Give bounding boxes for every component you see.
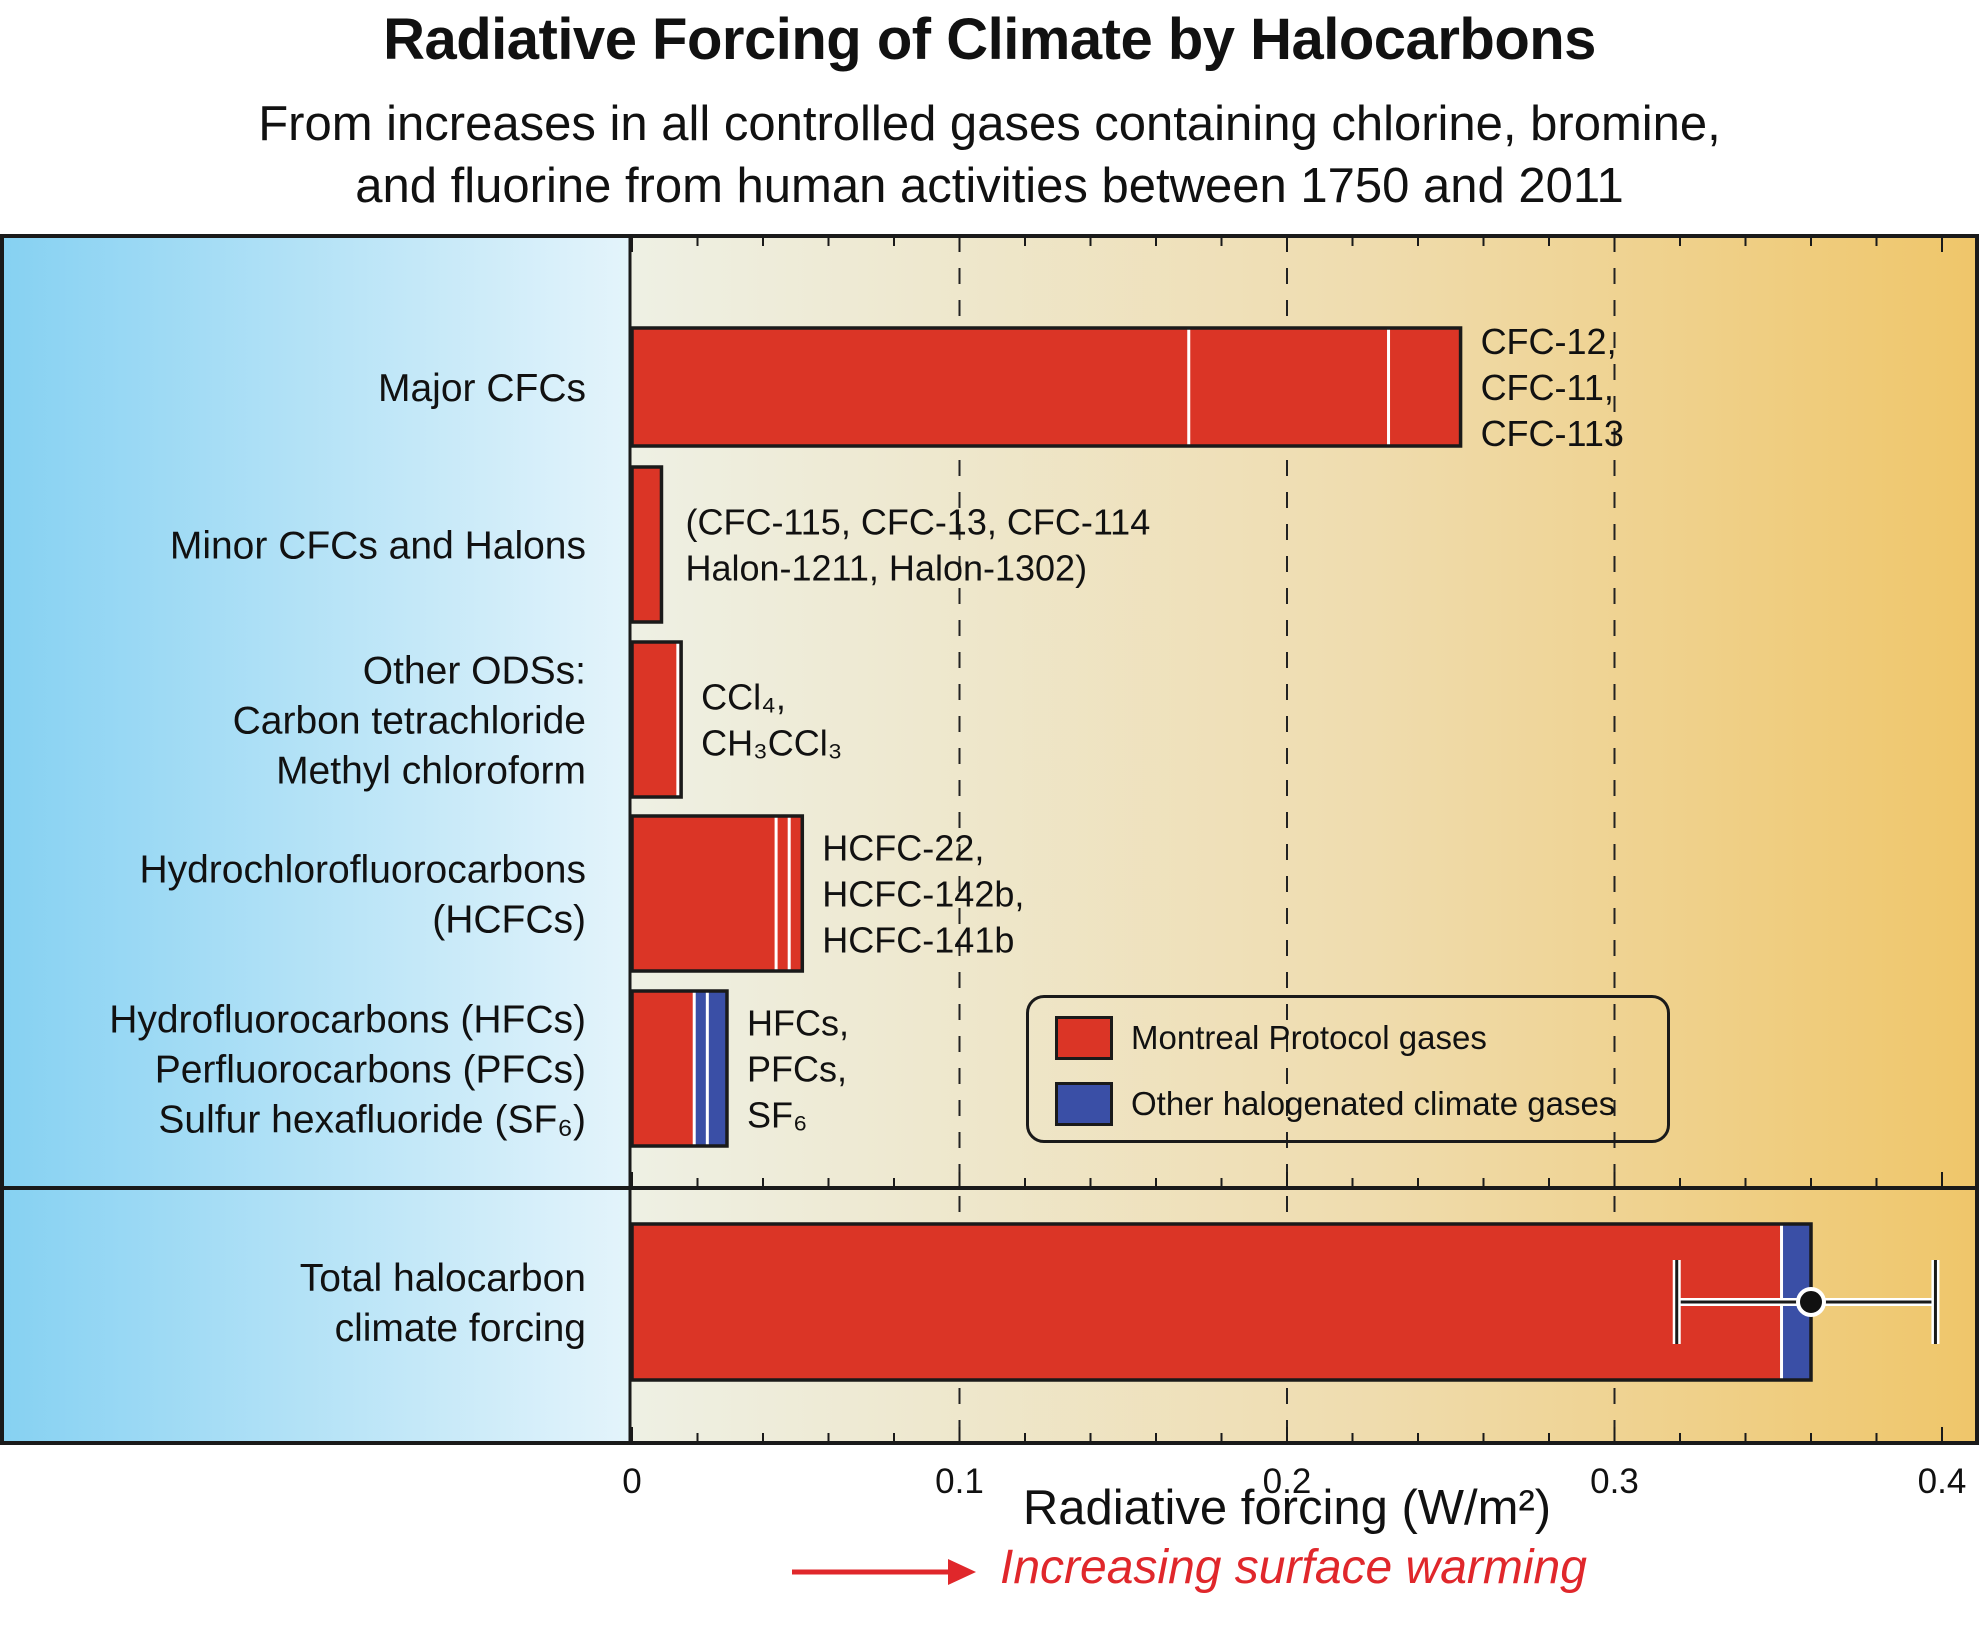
- total-point: [1796, 1287, 1826, 1317]
- bar-3-segment-2: [789, 816, 803, 971]
- x-tick-label-0: 0: [622, 1462, 641, 1501]
- category-2-label-line-2: Methyl chloroform: [276, 750, 586, 793]
- annotation-4-line-1: PFCs,: [747, 1049, 847, 1090]
- warming-arrow-icon: [792, 1559, 976, 1585]
- category-3-label-line-0: Hydrochlorofluorocarbons: [139, 849, 586, 892]
- category-4-label-line-1: Perfluorocarbons (PFCs): [155, 1049, 586, 1092]
- annotation-0-line-2: CFC-113: [1481, 413, 1624, 454]
- category-1-label-line-0: Minor CFCs and Halons: [170, 525, 586, 568]
- bar-1-segment-0: [632, 467, 662, 622]
- legend-item-other: Other halogenated climate gases: [1055, 1081, 1615, 1127]
- x-tick-label-4: 0.4: [1918, 1462, 1967, 1501]
- category-panel: [2, 236, 630, 1443]
- annotation-0-line-1: CFC-11,: [1481, 367, 1614, 408]
- legend-label-other: Other halogenated climate gases: [1131, 1085, 1616, 1122]
- category-3-label-line-1: (HCFCs): [432, 899, 586, 942]
- total-segment-0: [632, 1224, 1782, 1380]
- legend: Montreal Protocol gases Other halogenate…: [1026, 995, 1670, 1143]
- category-4-label-line-2: Sulfur hexafluoride (SF₆): [158, 1099, 586, 1142]
- legend-label-montreal: Montreal Protocol gases: [1131, 1019, 1487, 1056]
- x-axis-label: Radiative forcing (W/m²): [1022, 1481, 1552, 1535]
- bar-0-segment-0: [632, 328, 1189, 446]
- annotation-4-line-2: SF₆: [747, 1095, 808, 1136]
- bar-4-outline: [630, 989, 729, 1148]
- x-tick-label-1: 0.1: [935, 1462, 984, 1501]
- bar-2-outline: [630, 640, 683, 799]
- bar-0-segment-2: [1388, 328, 1461, 446]
- bar-4-segment-1: [694, 991, 708, 1146]
- annotation-2-line-1: CH₃CCl₃: [701, 723, 842, 764]
- annotation-3-line-1: HCFC-142b,: [822, 874, 1024, 915]
- category-0-label-line-0: Major CFCs: [378, 367, 586, 410]
- x-tick-label-3: 0.3: [1590, 1462, 1639, 1501]
- category-2-label-line-1: Carbon tetrachloride: [233, 700, 586, 743]
- annotation-3-line-2: HCFC-141b: [822, 920, 1014, 961]
- bar-0-segment-1: [1188, 328, 1389, 446]
- chart-subtitle-line-2: and fluorine from human activities betwe…: [355, 159, 1624, 213]
- legend-item-montreal: Montreal Protocol gases: [1055, 1015, 1487, 1061]
- bar-4-segment-2: [707, 991, 727, 1146]
- legend-swatch-montreal: [1055, 1016, 1113, 1060]
- annotation-0-line-0: CFC-12,: [1481, 321, 1617, 362]
- category-2-label-line-0: Other ODSs:: [363, 650, 586, 693]
- annotation-2-line-0: CCl₄,: [701, 677, 786, 718]
- annotation-1-line-0: (CFC-115, CFC-13, CFC-114: [685, 502, 1150, 543]
- bar-3-outline: [630, 814, 805, 973]
- annotation-4-line-0: HFCs,: [747, 1003, 849, 1044]
- bar-0-outline: [630, 326, 1463, 448]
- total-label-line-0: Total halocarbon: [300, 1257, 586, 1300]
- bar-1-outline: [630, 465, 664, 624]
- bar-3-segment-1: [776, 816, 790, 971]
- total-label-line-1: climate forcing: [335, 1307, 586, 1350]
- annotation-1-line-1: Halon-1211, Halon-1302): [685, 548, 1087, 589]
- chart-title: Radiative Forcing of Climate by Halocarb…: [383, 7, 1596, 72]
- annotation-3-line-0: HCFC-22,: [822, 828, 984, 869]
- category-4-label-line-0: Hydrofluorocarbons (HFCs): [109, 999, 586, 1042]
- warming-label: Increasing surface warming: [1000, 1541, 1587, 1594]
- bar-3-segment-0: [632, 816, 777, 971]
- bar-4-segment-0: [632, 991, 695, 1146]
- chart-frame: [0, 234, 1979, 1445]
- x-tick-label-2: 0.2: [1263, 1462, 1312, 1501]
- legend-swatch-other: [1055, 1082, 1113, 1126]
- chart-subtitle-line-1: From increases in all controlled gases c…: [258, 97, 1721, 151]
- bar-2-segment-0: [632, 642, 678, 797]
- warming-indicator: Increasing surface warming: [790, 1538, 1790, 1598]
